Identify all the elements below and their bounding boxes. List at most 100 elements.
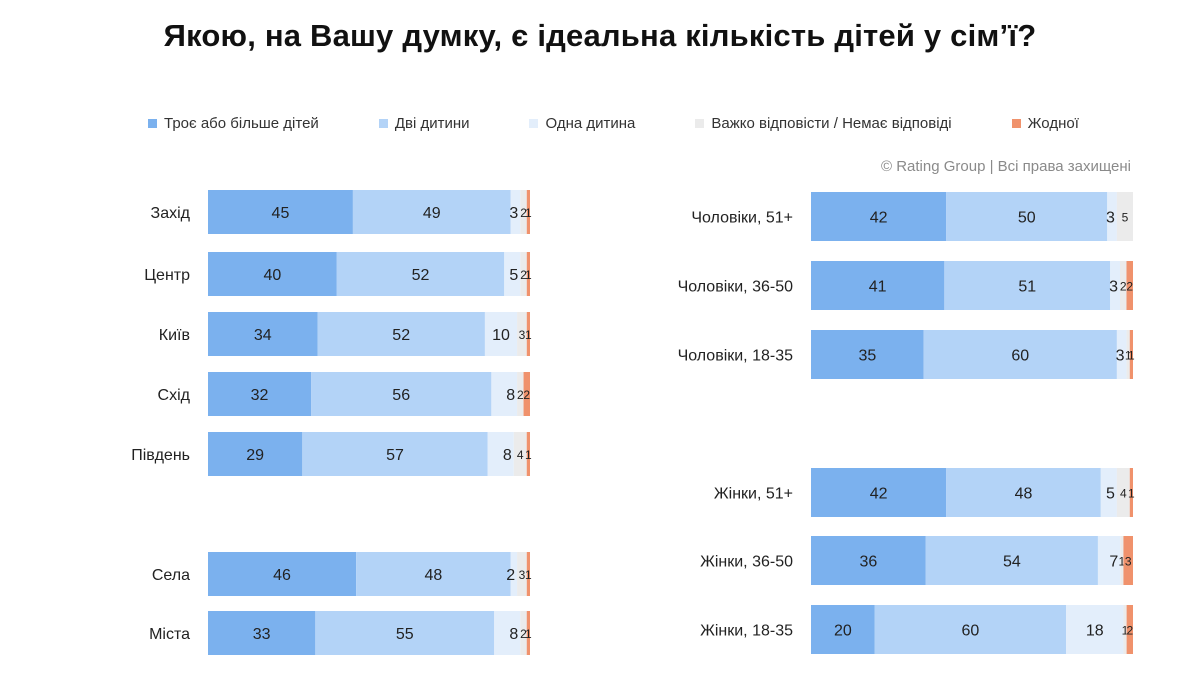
bar-segment-none [1126,261,1133,310]
row-label-чоловіки-36-50: Чоловіки, 36-50 [678,279,794,296]
bar-segment-three-plus [208,611,316,655]
legend-item-none: Жодної [1011,114,1079,132]
value-label-hard-to-say: 1 [1122,624,1129,638]
legend-swatch [378,118,388,128]
bar-segment-three-plus [811,605,875,654]
bar-segment-one [1110,261,1120,310]
bar-segment-hard-to-say [520,252,527,296]
row-label-міста: Міста [149,626,190,643]
value-label-none: 1 [525,568,532,582]
bar-segment-hard-to-say [520,611,527,655]
legend-swatch [1011,118,1021,128]
bar-segment-two [336,252,505,296]
bar-segment-three-plus [811,536,926,585]
row-label-захід: Захід [151,205,191,222]
value-label-one: 7 [1109,554,1118,571]
value-label-three-plus: 20 [834,623,852,640]
legend-swatch [148,118,157,128]
chart-title: Якою, на Вашу думку, є ідеальна кількіст… [163,18,1037,53]
bar-segment-none [526,552,530,596]
value-label-none: 1 [525,328,532,342]
legend: Троє або більше дітей Дві дитини Одна ди… [148,113,1079,133]
bar-segment-hard-to-say [517,552,527,596]
value-label-none: 1 [1128,487,1135,501]
value-label-three-plus: 32 [251,387,269,404]
bar-segment-one [1116,330,1127,379]
value-label-two: 51 [1018,279,1036,296]
legend-label: Жодної [1027,114,1079,132]
bar-segment-none [526,252,530,296]
bar-segment-two [317,312,485,356]
value-label-three-plus: 36 [859,554,877,571]
value-label-three-plus: 42 [870,486,888,503]
bar-segment-hard-to-say [1116,192,1133,241]
value-label-hard-to-say: 2 [520,627,527,641]
value-label-none: 1 [1128,349,1135,363]
bar-segment-one [487,432,514,476]
row-label-жінки-36-50: Жінки, 36-50 [700,554,793,571]
value-label-three-plus: 35 [858,348,876,365]
value-label-two: 60 [962,623,980,640]
value-label-three-plus: 33 [253,626,271,643]
copyright-note: © Rating Group | Всі права захищені [880,158,1131,175]
legend-swatch [695,118,705,128]
bar-segment-one [1107,192,1117,241]
bar-segment-two [944,261,1111,310]
bar-segment-two [315,611,495,655]
value-label-one: 8 [503,447,512,464]
legend-item-one: Одна дитина [529,115,635,132]
value-label-one: 3 [1106,210,1115,227]
value-label-one: 3 [1109,279,1118,296]
value-label-none: 1 [525,627,532,641]
value-label-two: 60 [1011,348,1029,365]
bar-segment-hard-to-say [1126,330,1130,379]
bar-segment-two [923,330,1117,379]
bar-segment-none [526,190,530,234]
value-label-none: 2 [523,388,530,402]
value-label-hard-to-say: 2 [520,206,527,220]
value-label-hard-to-say: 2 [517,388,524,402]
bar-segment-three-plus [208,552,357,596]
value-label-none: 1 [525,268,532,282]
value-label-none: 2 [1126,280,1133,294]
bar-segment-none [526,312,530,356]
value-label-none: 1 [525,448,532,462]
bar-segment-hard-to-say [513,432,527,476]
value-label-two: 50 [1018,210,1036,227]
bar-segment-none [1126,605,1133,654]
value-label-three-plus: 46 [273,567,291,584]
value-label-one: 10 [492,327,510,344]
value-label-one: 18 [1086,623,1104,640]
bar-segment-one [1100,468,1117,517]
value-label-two: 54 [1003,554,1021,571]
value-label-two: 55 [396,626,414,643]
bar-segment-none [1123,536,1133,585]
row-label-жінки-51: Жінки, 51+ [714,486,793,503]
bar-segment-none [523,372,530,416]
bar-segment-one [1097,536,1121,585]
value-label-two: 49 [423,205,441,222]
bar-segment-one [484,312,518,356]
bar-segment-three-plus [208,432,303,476]
legend-item-hard-to-say: Важко відповісти / Немає відповіді [695,114,952,132]
value-label-one: 3 [1116,348,1125,365]
bar-segment-hard-to-say [520,190,527,234]
value-label-three-plus: 42 [870,210,888,227]
value-label-hard-to-say: 4 [1120,487,1127,501]
value-label-three-plus: 41 [869,279,887,296]
bar-segment-two [352,190,511,234]
bar-segment-two [925,536,1098,585]
legend-label: Одна дитина [545,114,636,132]
bar-segment-one [510,190,521,234]
bar-segment-hard-to-say [1119,261,1127,310]
bar-segment-one [510,552,518,596]
bar-segment-three-plus [208,190,353,234]
legend-item-two: Дві дитини [378,115,469,132]
bar-segment-none [1129,330,1133,379]
value-label-two: 52 [412,267,430,284]
legend-label: Важко відповісти / Немає відповіді [711,114,952,132]
value-label-one: 5 [509,267,518,284]
value-label-two: 52 [392,327,410,344]
bar-segment-none [526,611,530,655]
